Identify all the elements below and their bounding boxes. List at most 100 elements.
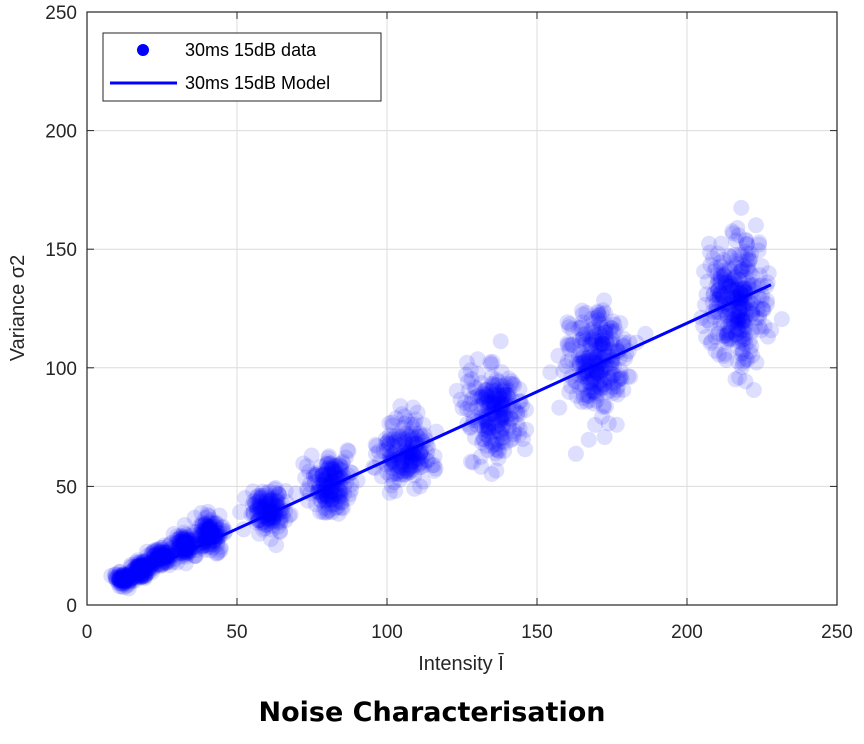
data-point: [591, 365, 608, 382]
data-point: [414, 448, 431, 465]
data-point: [498, 386, 515, 403]
data-point: [733, 311, 750, 328]
data-point: [405, 399, 422, 416]
data-point: [368, 438, 385, 455]
data-point: [496, 442, 513, 459]
data-point: [255, 521, 272, 538]
data-point: [574, 350, 591, 367]
data-point: [384, 417, 401, 434]
data-point: [728, 282, 745, 299]
data-point: [252, 497, 269, 514]
data-point: [246, 496, 263, 513]
data-point: [485, 395, 502, 411]
data-point: [402, 463, 419, 480]
data-point: [174, 528, 190, 545]
data-point: [314, 467, 331, 484]
data-point: [719, 307, 736, 324]
data-point: [729, 339, 746, 356]
data-point: [483, 438, 500, 455]
data-point: [332, 483, 349, 500]
data-point: [261, 515, 278, 532]
y-tick-label: 100: [45, 359, 77, 380]
data-point: [731, 315, 748, 332]
data-point: [473, 458, 490, 475]
data-point: [479, 394, 495, 411]
data-point: [406, 457, 423, 474]
data-point: [314, 473, 331, 490]
data-point: [574, 376, 591, 393]
data-point: [505, 430, 522, 447]
data-point: [324, 461, 341, 478]
data-point: [584, 368, 601, 385]
data-point: [193, 528, 210, 545]
data-point: [162, 547, 178, 564]
data-point: [715, 289, 732, 305]
data-point: [400, 460, 417, 477]
data-point: [718, 333, 735, 350]
data-point: [340, 490, 357, 507]
data-point: [176, 530, 193, 547]
data-point: [412, 446, 429, 463]
data-point: [604, 313, 621, 330]
data-point: [175, 536, 192, 553]
data-point: [313, 458, 329, 475]
data-point: [739, 351, 756, 368]
data-point: [484, 381, 500, 398]
data-point: [502, 375, 519, 392]
data-point: [561, 384, 578, 400]
data-point: [391, 426, 407, 443]
data-point: [370, 443, 387, 460]
data-point: [488, 371, 505, 388]
data-point: [165, 526, 182, 542]
data-point: [264, 521, 281, 538]
data-point: [311, 479, 328, 496]
data-point: [731, 303, 748, 320]
data-point: [609, 386, 626, 403]
data-point: [592, 336, 609, 353]
data-point: [489, 442, 506, 458]
data-point: [254, 483, 271, 500]
data-point: [734, 328, 751, 345]
data-point: [172, 535, 189, 552]
data-point: [401, 460, 418, 477]
data-point: [479, 418, 496, 435]
data-point: [394, 463, 411, 480]
data-point: [186, 548, 203, 564]
data-point: [482, 354, 499, 371]
data-point: [153, 546, 170, 563]
data-point: [178, 526, 194, 543]
data-point: [459, 373, 476, 390]
data-point: [711, 346, 727, 363]
data-point: [592, 362, 609, 379]
data-point: [396, 433, 413, 450]
data-point: [581, 373, 598, 390]
data-point: [503, 391, 520, 408]
data-point: [270, 485, 287, 502]
data-point: [605, 366, 622, 383]
data-point: [135, 553, 152, 570]
data-point: [174, 532, 191, 548]
data-point: [517, 401, 534, 418]
data-point: [393, 453, 410, 470]
data-point: [603, 320, 620, 337]
data-point: [564, 321, 581, 338]
data-point: [491, 387, 508, 404]
data-point: [314, 465, 331, 482]
data-point: [478, 386, 495, 403]
data-point: [473, 397, 490, 414]
data-point: [585, 372, 602, 389]
data-point: [119, 566, 136, 583]
data-point: [341, 486, 358, 503]
data-point: [259, 516, 276, 533]
data-point: [462, 396, 479, 413]
data-point: [773, 311, 790, 328]
data-point: [612, 362, 629, 378]
data-point: [469, 399, 485, 416]
data-point: [721, 330, 738, 347]
data-point: [702, 335, 719, 352]
data-point: [759, 328, 776, 345]
data-point: [705, 286, 722, 303]
data-point: [474, 389, 491, 406]
data-point: [583, 337, 600, 354]
data-point: [720, 318, 737, 335]
